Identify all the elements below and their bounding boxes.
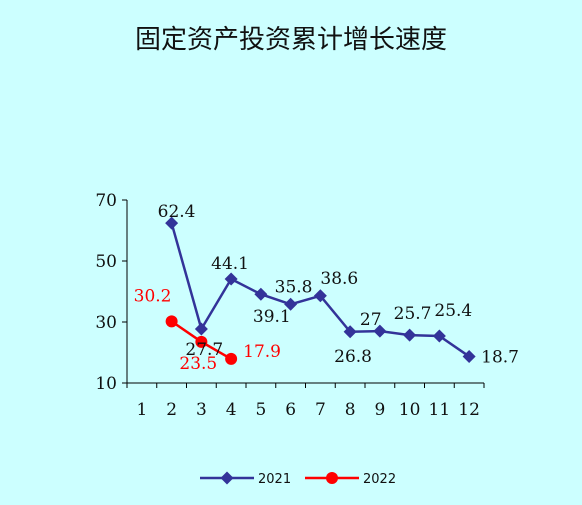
data-point-2021 — [432, 329, 446, 343]
data-label-2021: 27 — [360, 310, 382, 330]
data-label-2021: 38.6 — [320, 269, 358, 289]
data-label-2021: 39.1 — [253, 307, 291, 327]
legend-marker-2022 — [326, 472, 338, 484]
data-point-2021 — [224, 272, 238, 286]
x-tick-label: 6 — [285, 400, 296, 420]
x-tick-label: 7 — [315, 400, 326, 420]
legend: 2021 2022 — [200, 471, 396, 487]
y-tick-label: 50 — [95, 252, 117, 272]
x-tick-label: 12 — [458, 400, 480, 420]
data-label-2022: 17.9 — [243, 342, 281, 362]
data-label-2021: 25.7 — [394, 304, 432, 324]
x-tick-label: 4 — [226, 400, 237, 420]
x-tick-label: 2 — [166, 400, 177, 420]
x-tick-label: 5 — [255, 400, 266, 420]
data-point-2021 — [194, 322, 208, 336]
data-label-2021: 18.7 — [481, 347, 519, 367]
x-tick-label: 3 — [196, 400, 207, 420]
data-label-2021: 25.4 — [434, 301, 472, 321]
y-tick-label: 30 — [95, 313, 117, 333]
data-point-2021 — [284, 297, 298, 311]
x-tick-label: 1 — [136, 400, 147, 420]
data-point-2021 — [254, 287, 268, 301]
series-layer — [165, 216, 476, 365]
data-point-2021 — [313, 289, 327, 303]
data-point-2021 — [373, 324, 387, 338]
data-label-2021: 35.8 — [275, 277, 313, 297]
y-tick-label: 10 — [95, 374, 117, 394]
data-point-2022 — [195, 335, 208, 348]
y-tick-label: 70 — [95, 191, 117, 211]
x-tick-label: 8 — [345, 400, 356, 420]
data-label-2021: 44.1 — [211, 254, 249, 274]
legend-marker-2021 — [220, 471, 234, 485]
data-label-2022: 30.2 — [134, 286, 172, 306]
chart-title: 固定资产投资累计增长速度 — [135, 25, 447, 55]
legend-label-2021: 2021 — [258, 472, 291, 487]
data-label-2022: 23.5 — [179, 354, 217, 374]
x-tick-label: 11 — [429, 400, 451, 420]
data-point-2021 — [343, 325, 357, 339]
legend-label-2022: 2022 — [363, 472, 396, 487]
x-tick-label: 10 — [399, 400, 421, 420]
data-point-2022 — [225, 352, 238, 365]
data-label-2021: 26.8 — [334, 347, 372, 367]
data-label-2021: 62.4 — [158, 202, 196, 222]
data-point-2021 — [462, 349, 476, 363]
x-tick-label: 9 — [374, 400, 385, 420]
data-labels: 62.4 27.7 44.1 39.1 35.8 38.6 26.8 27 25.7 25.4 18… — [134, 202, 519, 374]
data-label-2021: 27.7 — [185, 340, 223, 360]
data-point-2021 — [165, 216, 179, 230]
data-point-2022 — [165, 315, 178, 328]
data-point-2021 — [403, 328, 417, 342]
